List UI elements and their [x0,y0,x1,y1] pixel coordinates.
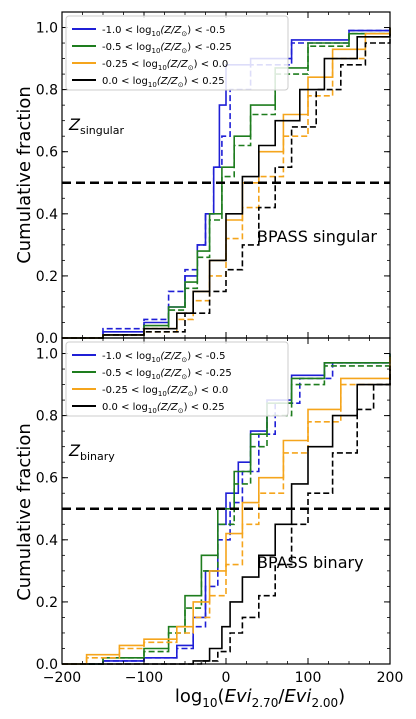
top-legend-label-2: -0.25 < log10(Z/Z⊙) < 0.0 [102,59,228,72]
bottom-ytick-label: 1.0 [36,347,58,363]
bottom-series-3-dashed-line [62,369,391,665]
bottom-z-tag: Zbinary [68,441,115,463]
bottom-ytick-label: 0.8 [36,409,58,425]
bottom-series-0-dashed-line [62,353,391,665]
top-ytick-label: 0.4 [36,207,58,223]
y-axis-label: Cumulative fraction [14,86,35,264]
bottom-legend-box [65,341,289,417]
top-legend-label-3: 0.0 < log10(Z/Z⊙) < 0.25 [102,76,225,89]
bottom-ytick-label: 0.4 [36,533,58,549]
top-ytick-label: 1.0 [36,21,58,37]
top-panel: 0.0 0.2 0.4 0.6 0.8 1.0 -1.0 < log10(Z/Z⊙) < -… [36,11,391,347]
bottom-annotation: BPASS binary [257,553,364,572]
top-legend-label-1: -0.5 < log10(Z/Z⊙) < -0.25 [102,42,232,55]
bottom-series-1-dashed-line [62,353,391,665]
bottom-ytick-label: 0.0 [36,657,58,673]
top-z-tag: Zsingular [68,115,124,137]
top-legend-box [65,15,289,91]
y-axis-label-bottom: Cumulative fraction [14,423,35,601]
top-series-3-solid-line [62,27,391,339]
bottom-series-3-solid-line [62,365,391,665]
bottom-legend-label-1: -0.5 < log10(Z/Z⊙) < -0.25 [102,368,232,381]
bottom-legend-label-0: -1.0 < log10(Z/Z⊙) < -0.5 [102,351,225,364]
bottom-panel: 0.0 0.2 0.4 0.6 0.8 1.0 −200 −100 0 100 200 -1.0 < … [36,337,404,686]
bottom-xtick-label: 200 [377,670,404,686]
top-ytick-label: 0.8 [36,83,58,99]
bottom-legend-label-2: -0.25 < log10(Z/Z⊙) < 0.0 [102,385,228,398]
top-legend-label-0: -1.0 < log10(Z/Z⊙) < -0.5 [102,25,225,38]
top-annotation: BPASS singular [257,227,377,246]
bottom-xtick-label: −200 [43,670,81,686]
top-series-3-dashed-line [62,33,391,339]
bottom-xtick-label: 100 [295,670,322,686]
bottom-series-2-dashed-line [62,359,391,665]
bottom-xtick-label: −100 [125,670,163,686]
top-ytick-label: 0.2 [36,269,58,285]
x-axis-label: log10(Evi2.70/Evi2.00) [175,686,345,710]
bottom-ytick-label: 0.2 [36,595,58,611]
bottom-ytick-label: 0.6 [36,471,58,487]
top-ytick-label: 0.0 [36,331,58,347]
top-ytick-label: 0.6 [36,145,58,161]
bottom-xtick-label: 0 [222,670,231,686]
bottom-legend-label-3: 0.0 < log10(Z/Z⊙) < 0.25 [102,402,225,415]
